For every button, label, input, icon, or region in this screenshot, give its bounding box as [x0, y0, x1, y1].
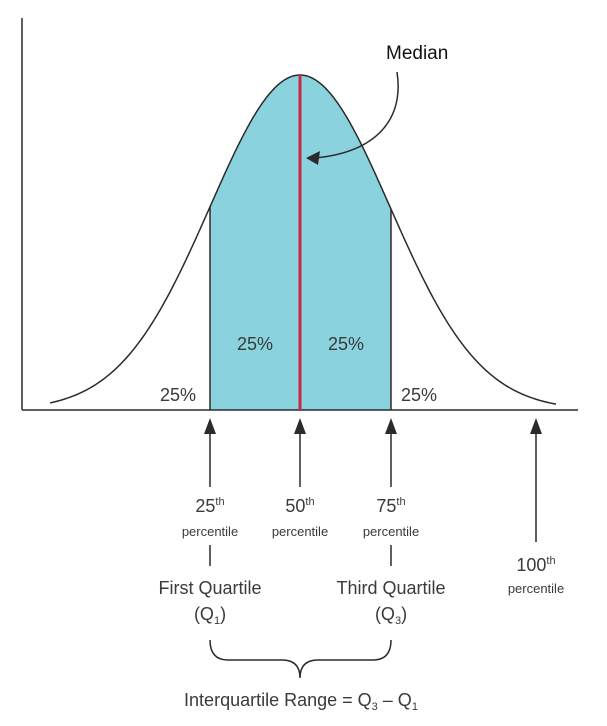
percentile-75-word: percentile: [363, 524, 419, 539]
percentile-50-number: 50th: [285, 496, 314, 516]
percentile-100-word: percentile: [508, 581, 564, 596]
up-arrow-icon: [294, 418, 306, 434]
bell-curve: [49, 74, 557, 405]
up-arrow-icon: [204, 418, 216, 434]
median-q3-region-label: 25%: [328, 334, 364, 354]
q1-median-region-label: 25%: [237, 334, 273, 354]
right-tail-label: 25%: [401, 385, 437, 405]
percentile-arrows: [204, 418, 542, 542]
left-tail-label: 25%: [160, 385, 196, 405]
percentile-75-number: 75th: [376, 496, 405, 516]
percentile-100-number: 100th: [516, 555, 555, 575]
q1-symbol: (Q1): [194, 604, 226, 627]
percentile-25-word: percentile: [182, 524, 238, 539]
q3-symbol: (Q3): [375, 604, 407, 627]
up-arrow-icon: [530, 418, 542, 434]
percentile-50-word: percentile: [272, 524, 328, 539]
third-quartile-label: Third Quartile: [336, 578, 445, 598]
median-pointer-arrow: [314, 71, 399, 159]
iqr-formula-label: Interquartile Range = Q3 – Q1: [184, 690, 418, 713]
median-arrowhead-icon: [306, 151, 320, 165]
median-label: Median: [386, 43, 448, 64]
first-quartile-label: First Quartile: [158, 578, 261, 598]
up-arrow-icon: [385, 418, 397, 434]
percentile-25-number: 25th: [195, 496, 224, 516]
iqr-brace: [209, 639, 392, 679]
